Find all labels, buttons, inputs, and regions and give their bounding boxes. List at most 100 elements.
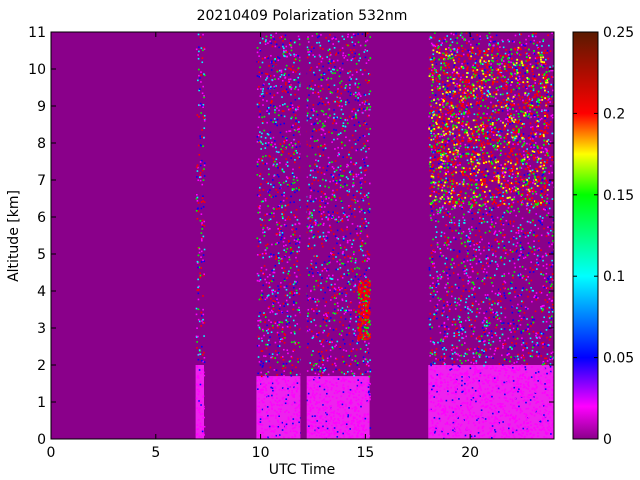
heatmap-cell [291,104,294,107]
heatmap-cell [348,324,351,327]
heatmap-cell [324,416,327,419]
heatmap-cell [450,379,452,381]
heatmap-cell [281,404,283,406]
heatmap-cell [502,223,504,225]
heatmap-cell [363,424,365,427]
heatmap-cell [282,388,285,390]
heatmap-cell [364,94,367,96]
heatmap-cell [530,428,532,431]
heatmap-cell [279,187,281,190]
heatmap-cell [274,435,276,438]
heatmap-cell [342,239,345,241]
heatmap-cell [328,395,330,398]
heatmap-cell [538,336,541,339]
heatmap-cell [551,159,553,161]
heatmap-cell [446,335,448,338]
heatmap-cell [200,250,203,253]
heatmap-cell [279,123,282,126]
heatmap-cell [310,123,313,125]
heatmap-cell [360,425,363,427]
heatmap-cell [503,339,506,342]
heatmap-cell [337,305,339,307]
heatmap-cell [298,128,300,130]
heatmap-cell [339,400,342,402]
heatmap-cell [201,224,204,226]
heatmap-cell [346,333,348,336]
heatmap-cell [489,192,491,195]
heatmap-cell [347,415,349,418]
heatmap-cell [276,163,278,166]
heatmap-cell [486,131,489,134]
heatmap-cell [367,257,369,260]
heatmap-cell [369,359,371,361]
heatmap-cell [430,124,433,127]
heatmap-cell [343,215,346,218]
heatmap-cell [513,345,516,347]
heatmap-cell [364,226,367,229]
heatmap-cell [360,225,363,227]
heatmap-cell [256,272,259,275]
heatmap-cell [362,308,365,311]
heatmap-cell [339,259,341,261]
heatmap-cell [338,429,341,431]
heatmap-cell [320,195,322,198]
heatmap-cell [261,293,264,295]
heatmap-cell [478,125,481,127]
heatmap-cell [355,228,357,230]
heatmap-cell [311,425,313,428]
heatmap-cell [429,58,432,61]
heatmap-cell [334,66,336,68]
heatmap-cell [360,187,363,189]
heatmap-cell [266,411,268,413]
heatmap-cell [367,73,370,75]
heatmap-cell [545,267,548,270]
heatmap-cell [336,221,339,224]
heatmap-cell [264,199,267,202]
heatmap-cell [536,234,539,237]
heatmap-cell [351,257,354,260]
heatmap-cell [273,118,276,120]
heatmap-cell [364,371,367,373]
heatmap-cell [273,160,275,163]
heatmap-cell [198,349,201,351]
heatmap-cell [277,435,280,438]
heatmap-cell [346,119,349,121]
heatmap-cell [282,367,284,370]
heatmap-cell [481,426,484,428]
heatmap-cell [511,417,514,419]
heatmap-cell [499,428,502,430]
heatmap-cell [551,358,554,360]
heatmap-cell [271,269,273,272]
heatmap-cell [284,68,287,71]
heatmap-cell [198,153,201,156]
heatmap-cell [342,392,345,395]
heatmap-cell [349,76,351,78]
heatmap-cell [508,381,511,383]
heatmap-cell [203,175,206,177]
heatmap-cell [289,292,291,294]
heatmap-cell [352,416,355,419]
heatmap-cell [464,39,467,41]
heatmap-cell [258,315,260,318]
heatmap-cell [339,403,342,405]
heatmap-cell [326,401,328,404]
heatmap-cell [350,161,352,163]
heatmap-cell [436,80,438,82]
heatmap-cell [297,76,300,79]
heatmap-cell [278,434,281,436]
heatmap-cell [352,194,355,197]
heatmap-cell [284,411,286,413]
heatmap-cell [542,346,544,349]
heatmap-cell [480,414,483,417]
heatmap-cell [335,377,338,380]
heatmap-cell [281,211,284,214]
heatmap-cell [524,232,526,235]
heatmap-cell [319,393,322,396]
heatmap-cell [468,40,470,43]
heatmap-cell [275,257,278,259]
heatmap-cell [325,97,328,100]
heatmap-cell [266,412,268,414]
heatmap-cell [283,377,285,380]
heatmap-cell [363,120,366,123]
heatmap-cell [203,351,205,354]
